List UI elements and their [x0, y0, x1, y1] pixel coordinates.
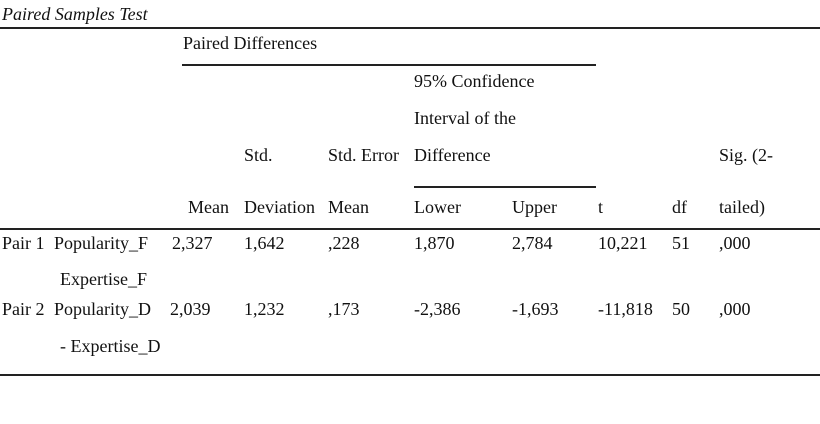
row2-label-line2: - Expertise_D [60, 336, 161, 356]
row2-std-err: ,173 [328, 299, 360, 319]
row1-t: 10,221 [598, 233, 648, 253]
header-std-bottom: Deviation [244, 197, 315, 217]
row2-upper: -1,693 [512, 299, 559, 319]
header-rule [0, 228, 820, 230]
row2-std-dev: 1,232 [244, 299, 285, 319]
header-df: df [672, 197, 687, 217]
header-sig-bottom: tailed) [719, 197, 765, 217]
header-lower: Lower [414, 197, 461, 217]
header-mean: Mean [188, 197, 229, 217]
row2-df: 50 [672, 299, 690, 319]
row1-df: 51 [672, 233, 690, 253]
row1-lower: 1,870 [414, 233, 455, 253]
header-ci-line1: 95% Confidence [414, 71, 535, 91]
ci-rule [414, 186, 596, 188]
header-t: t [598, 197, 604, 217]
header-std-top: Std. [244, 145, 273, 165]
row2-t: -11,818 [598, 299, 653, 319]
top-rule [0, 27, 820, 29]
row1-label-line2: Expertise_F [60, 269, 147, 289]
row2-pair: Pair 2 [2, 299, 45, 319]
header-std-err-top: Std. Error [328, 145, 399, 165]
row2-label-line1: Popularity_D [54, 299, 151, 319]
header-upper: Upper [512, 197, 557, 217]
row1-pair: Pair 1 [2, 233, 45, 253]
header-std-err-bottom: Mean [328, 197, 369, 217]
row1-label-line1: Popularity_F [54, 233, 149, 253]
row1-std-dev: 1,642 [244, 233, 285, 253]
header-ci-line3: Difference [414, 145, 491, 165]
header-paired-differences: Paired Differences [183, 33, 318, 53]
row1-mean: 2,327 [172, 233, 213, 253]
row1-upper: 2,784 [512, 233, 553, 253]
header-sig-top: Sig. (2- [719, 145, 773, 165]
header-ci-line2: Interval of the [414, 108, 516, 128]
row2-mean: 2,039 [170, 299, 211, 319]
bottom-rule [0, 374, 820, 376]
table-title: Paired Samples Test [2, 4, 148, 24]
row1-std-err: ,228 [328, 233, 360, 253]
row2-lower: -2,386 [414, 299, 461, 319]
row1-sig: ,000 [719, 233, 751, 253]
paired-differences-rule [182, 64, 596, 66]
row2-sig: ,000 [719, 299, 751, 319]
